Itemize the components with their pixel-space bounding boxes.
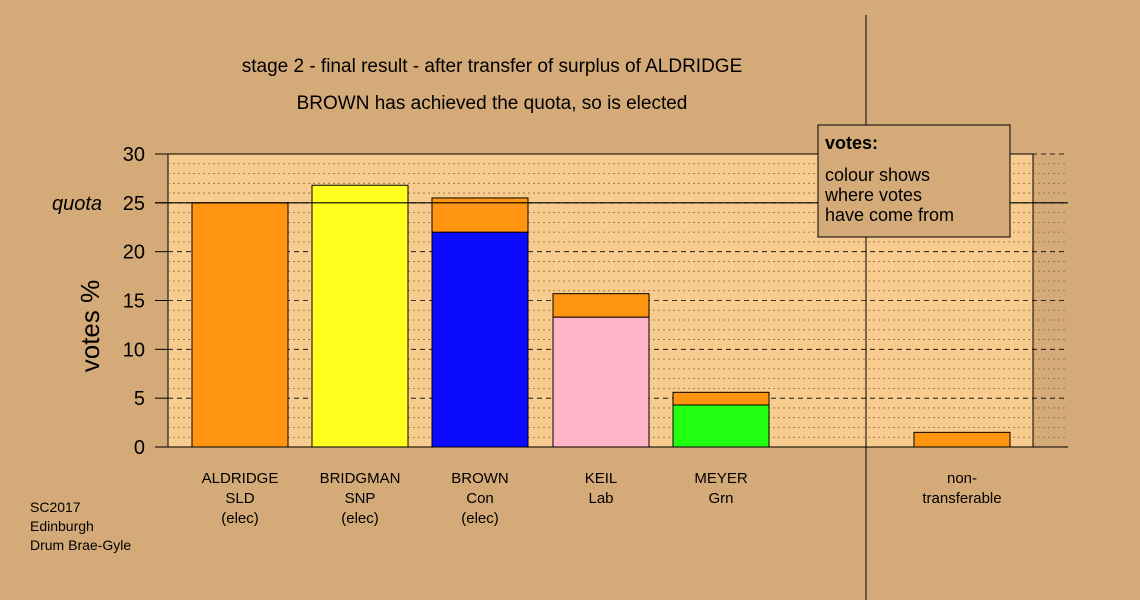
legend-line-1: colour shows bbox=[825, 165, 930, 185]
category-labels: ALDRIDGE SLD (elec) BRIDGMAN SNP (elec) BROWN C… bbox=[202, 470, 1002, 527]
y-axis-label: votes % bbox=[75, 280, 105, 373]
category-label: BRIDGMAN bbox=[320, 470, 401, 487]
category-label: ALDRIDGE bbox=[202, 470, 279, 487]
category-label: (elec) bbox=[341, 510, 379, 527]
footer-line-3: Drum Brae-Gyle bbox=[30, 537, 131, 553]
bar-segment bbox=[311, 184, 409, 448]
bar-segment bbox=[552, 293, 650, 318]
category-label: MEYER bbox=[694, 470, 748, 487]
bar-segment bbox=[672, 391, 770, 406]
chart-subtitle: BROWN has achieved the quota, so is elec… bbox=[297, 93, 688, 114]
category-label: BROWN bbox=[451, 470, 509, 487]
legend-line-3: have come from bbox=[825, 205, 954, 225]
bar-segment bbox=[913, 431, 1011, 448]
footer-line-1: SC2017 bbox=[30, 499, 81, 515]
category-label: (elec) bbox=[461, 510, 499, 527]
bar-segment bbox=[672, 404, 770, 448]
category-label: non- bbox=[947, 470, 977, 487]
legend: votes: colour shows where votes have com… bbox=[817, 124, 1011, 238]
category-label: Lab bbox=[588, 490, 613, 507]
bars bbox=[191, 184, 1011, 448]
y-tick-label: 15 bbox=[123, 291, 145, 313]
quota-label: quota bbox=[52, 193, 102, 215]
y-tick-label: 5 bbox=[134, 388, 145, 410]
category-label: SLD bbox=[225, 490, 254, 507]
footer-note: SC2017 Edinburgh Drum Brae-Gyle bbox=[30, 499, 131, 553]
bar-segment bbox=[431, 197, 529, 233]
bar-segment bbox=[552, 316, 650, 448]
bar-segment bbox=[431, 231, 529, 448]
category-label: SNP bbox=[345, 490, 376, 507]
category-label: Grn bbox=[708, 490, 733, 507]
y-tick-label: 10 bbox=[123, 339, 145, 361]
category-label: transferable bbox=[922, 490, 1001, 507]
legend-box bbox=[817, 124, 1011, 238]
y-tick-label: 30 bbox=[123, 144, 145, 166]
category-label: KEIL bbox=[585, 470, 618, 487]
legend-title: votes: bbox=[825, 133, 878, 153]
footer-line-2: Edinburgh bbox=[30, 518, 94, 534]
category-label: (elec) bbox=[221, 510, 259, 527]
category-label: Con bbox=[466, 490, 494, 507]
y-axis: 0 5 10 15 20 25 30 bbox=[123, 144, 168, 459]
legend-line-2: where votes bbox=[824, 185, 922, 205]
y-tick-label: 20 bbox=[123, 242, 145, 264]
y-tick-label: 25 bbox=[123, 193, 145, 215]
chart-title: stage 2 - final result - after transfer … bbox=[242, 56, 743, 77]
y-tick-label: 0 bbox=[134, 437, 145, 459]
bar-segment bbox=[191, 202, 289, 448]
